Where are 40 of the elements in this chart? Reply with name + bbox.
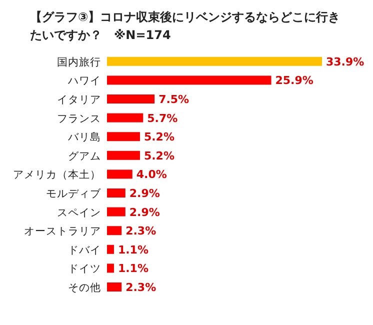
data-label: 2.9% [129, 187, 160, 200]
y-tick-label: バリ島 [67, 130, 101, 144]
y-tick-label: ハワイ [67, 75, 101, 88]
data-label: 2.9% [129, 206, 160, 219]
bar [107, 207, 126, 216]
bar [107, 150, 140, 160]
y-tick-label: オーストラリア [24, 226, 101, 238]
data-label: 7.5% [158, 93, 190, 106]
y-tick-label: 国内旅行 [57, 55, 101, 68]
data-label: 4.0% [136, 168, 167, 182]
y-tick-label: スペイン [57, 206, 101, 219]
data-label: 1.1% [118, 243, 148, 256]
data-label: 33.9% [326, 55, 364, 68]
y-tick-label: アメリカ（本土） [13, 168, 101, 182]
data-label: 2.3% [126, 281, 156, 294]
bar [107, 76, 272, 85]
data-label: 5.2% [144, 149, 174, 162]
y-tick-label: グアム [68, 150, 101, 162]
bar [107, 244, 114, 254]
chart-title: 【グラフ③】コロナ収束後にリベンジするならどこに行きたいですか？ ※N=174 [30, 9, 342, 44]
data-label: 5.2% [144, 130, 174, 144]
data-label: 2.3% [126, 224, 156, 238]
y-tick-label: ドバイ [68, 244, 101, 256]
y-tick-label: フランス [57, 112, 101, 125]
y-tick-label: イタリア [57, 94, 101, 106]
bar [107, 170, 132, 179]
y-tick-label: モルディブ [46, 187, 102, 200]
y-tick-label: その他 [68, 282, 101, 294]
bar [107, 56, 322, 66]
y-tick-label: ドイツ [68, 263, 101, 276]
bar [107, 264, 114, 273]
data-label: 5.7% [147, 112, 178, 125]
bar [107, 113, 144, 122]
bar [107, 188, 126, 198]
data-label: 1.1% [118, 262, 148, 276]
bar [107, 132, 140, 142]
bar [107, 226, 122, 236]
bar [107, 94, 155, 104]
data-label: 25.9% [275, 74, 314, 88]
bar [107, 282, 122, 292]
